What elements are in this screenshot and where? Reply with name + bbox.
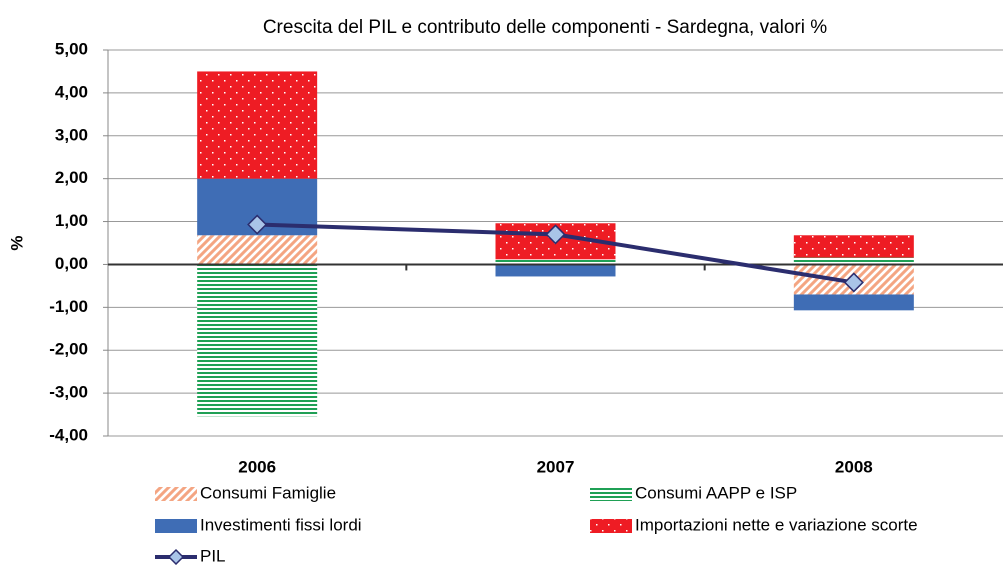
bar — [197, 71, 318, 179]
legend-swatch — [590, 519, 632, 533]
bar — [197, 264, 318, 417]
chart-title: Crescita del PIL e contributo delle comp… — [263, 17, 827, 38]
y-tick-label: -2,00 — [49, 340, 88, 359]
line-marker — [247, 214, 268, 235]
y-tick-label: 2,00 — [55, 168, 88, 187]
legend-marker — [167, 548, 185, 565]
bar — [793, 235, 914, 258]
bar — [495, 259, 616, 265]
legend-label: Consumi AAPP e ISP — [635, 483, 797, 502]
legend-swatch — [155, 487, 197, 501]
legend-label: Investimenti fissi lordi — [200, 515, 362, 534]
y-tick-label: 5,00 — [55, 39, 88, 58]
x-tick-label: 2007 — [537, 457, 575, 476]
y-tick-label: -1,00 — [49, 297, 88, 316]
y-tick-label: 0,00 — [55, 254, 88, 273]
legend-label: Importazioni nette e variazione scorte — [635, 515, 918, 534]
bar — [197, 235, 318, 265]
legend-label: PIL — [200, 546, 226, 565]
bar — [793, 257, 914, 265]
bar — [793, 294, 914, 311]
x-tick-label: 2006 — [238, 457, 276, 476]
y-axis-label: % — [7, 235, 26, 250]
x-tick-label: 2008 — [835, 457, 873, 476]
bar — [495, 264, 616, 277]
y-tick-label: 1,00 — [55, 211, 88, 230]
y-tick-label: 3,00 — [55, 125, 88, 144]
y-tick-label: -4,00 — [49, 425, 88, 444]
line-marker — [545, 224, 566, 245]
y-tick-label: -3,00 — [49, 383, 88, 402]
legend-label: Consumi Famiglie — [200, 483, 336, 502]
legend-swatch — [155, 519, 197, 533]
y-tick-label: 4,00 — [55, 82, 88, 101]
line-marker — [843, 272, 864, 293]
legend-swatch — [590, 487, 632, 501]
